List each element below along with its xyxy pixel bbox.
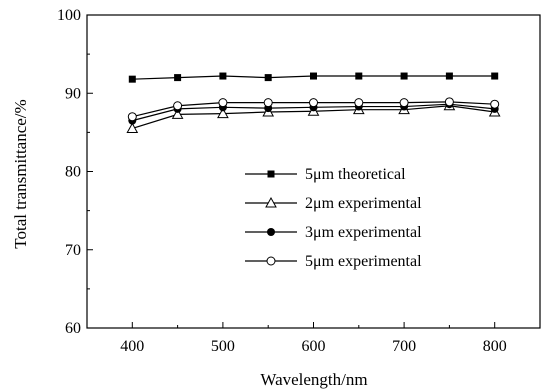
- data-point: [126, 122, 139, 133]
- y-axis-title: Total transmittance/%: [11, 99, 30, 248]
- data-point: [444, 97, 454, 107]
- x-tick-label: 600: [302, 338, 326, 355]
- legend-label: 2μm experimental: [305, 195, 422, 212]
- legend-item-2: 2μm experimental: [245, 195, 422, 212]
- y-tick-label: 60: [65, 320, 81, 337]
- x-tick-label: 400: [120, 338, 144, 355]
- data-point: [354, 98, 364, 108]
- y-tick-label: 90: [65, 85, 81, 102]
- data-point: [217, 107, 229, 119]
- data-point: [309, 98, 318, 108]
- legend-label: 3μm experimental: [305, 224, 422, 241]
- data-point: [171, 108, 184, 119]
- data-point: [399, 98, 409, 108]
- x-axis-title: Wavelength/nm: [260, 370, 367, 389]
- axes: 60 70 80 90 100 400 500 600 700 800: [57, 7, 541, 355]
- legend-marker: [266, 256, 276, 266]
- legend-item-3: 3μm experimental: [245, 224, 422, 241]
- series-1: [128, 72, 499, 83]
- data-point: [264, 74, 272, 82]
- data-point: [400, 72, 408, 80]
- legend: 5μm theoretical 2μm experimental 3μm exper…: [245, 166, 422, 270]
- data-point: [174, 74, 182, 82]
- legend-item-4: 5μm experimental: [245, 253, 422, 270]
- data-point: [218, 98, 228, 108]
- legend-marker: [265, 196, 277, 208]
- y-tick-label: 100: [57, 7, 81, 24]
- x-tick-label: 700: [392, 338, 416, 355]
- data-point: [173, 101, 183, 111]
- legend-item-1: 5μm theoretical: [245, 166, 406, 183]
- x-tick-label: 500: [211, 338, 235, 355]
- data-point: [445, 72, 453, 80]
- data-point: [128, 75, 136, 83]
- series-4: [127, 97, 500, 122]
- data-point: [127, 112, 137, 122]
- y-tick-label: 70: [65, 242, 81, 259]
- data-point: [355, 72, 363, 80]
- data-point: [491, 72, 499, 80]
- data-point: [490, 99, 500, 109]
- legend-label: 5μm experimental: [305, 253, 422, 270]
- legend-marker: [267, 170, 275, 178]
- series-layer: [126, 72, 501, 133]
- legend-marker: [267, 228, 275, 236]
- x-tick-label: 800: [483, 338, 507, 355]
- data-point: [263, 98, 273, 108]
- data-point: [310, 72, 317, 80]
- y-tick-label: 80: [65, 164, 81, 181]
- data-point: [219, 72, 227, 80]
- legend-label: 5μm theoretical: [305, 166, 406, 183]
